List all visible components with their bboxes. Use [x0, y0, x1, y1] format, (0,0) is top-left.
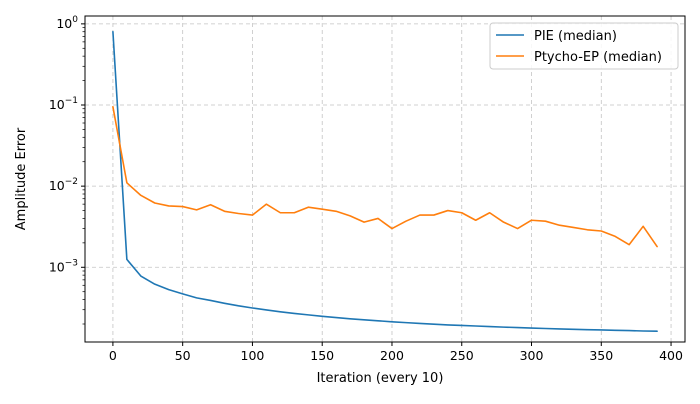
legend-label-ptycho-ep: Ptycho-EP (median): [534, 50, 662, 65]
plot-frame: [84, 15, 686, 343]
x-tick-label: 0: [109, 348, 117, 363]
x-tick-label: 350: [589, 348, 613, 363]
y-axis-label: Amplitude Error: [14, 127, 29, 230]
x-tick-label: 100: [241, 348, 265, 363]
legend-box: [489, 22, 679, 70]
series-lines: [112, 30, 658, 333]
series-line-pie: [112, 30, 658, 333]
x-tick-label: 150: [310, 348, 334, 363]
x-tick-label: 400: [659, 348, 683, 363]
x-tick-label: 300: [520, 348, 544, 363]
series-line-ptycho-ep: [112, 106, 658, 248]
x-tick-label: 250: [450, 348, 474, 363]
x-axis-label: Iteration (every 10): [317, 371, 444, 386]
legend-label-pie: PIE (median): [534, 29, 617, 44]
x-tick-label: 50: [175, 348, 191, 363]
legend: PIE (median) Ptycho-EP (median): [489, 22, 679, 70]
x-axis-ticks: 0 50 100 150 200 250 300 350 400: [109, 342, 683, 363]
x-tick-label: 200: [380, 348, 404, 363]
